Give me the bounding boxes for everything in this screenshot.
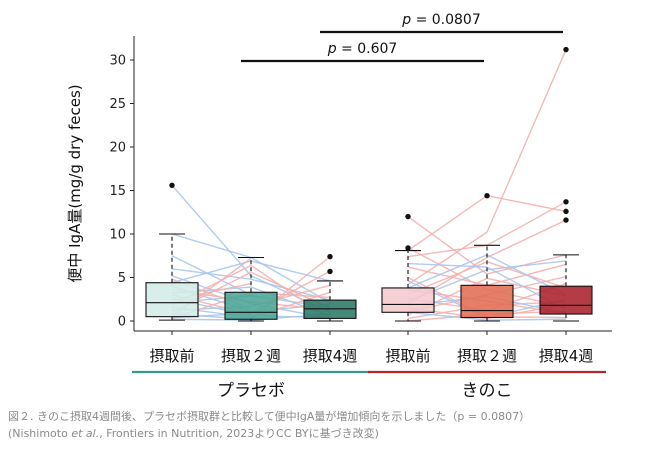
outlier-point: [563, 46, 569, 53]
p-value-label: p = 0.0807: [401, 12, 481, 28]
x-tick-label: 摂取前: [149, 347, 194, 365]
paired-line: [171, 184, 252, 277]
outlier-point: [405, 213, 411, 220]
figure-source: (Nishimoto et al., Frontiers in Nutritio…: [8, 425, 379, 441]
y-tick-label: 20: [109, 141, 126, 156]
paired-line: [171, 268, 252, 280]
paired-line: [171, 233, 252, 259]
x-tick-label: 摂取前: [385, 347, 430, 365]
x-tick-label: 摂取4週: [303, 347, 358, 365]
outlier-point: [327, 253, 333, 260]
boxes: [145, 46, 593, 322]
paired-line: [407, 262, 488, 268]
x-tick-label: 摂取２週: [221, 347, 281, 365]
figure-caption: 図２. きのこ摂取4週間後、プラセボ摂取群と比較して便中IgA量が増加傾向を示し…: [8, 410, 531, 423]
y-tick-label: 10: [109, 228, 126, 243]
paired-line: [250, 256, 331, 304]
y-tick-label: 15: [109, 184, 126, 199]
box-6: [539, 46, 593, 322]
box-body: [145, 282, 199, 318]
x-tick-label: 摂取4週: [539, 347, 594, 365]
box-1: [145, 182, 199, 321]
paired-line: [486, 260, 567, 271]
outlier-point: [327, 268, 333, 275]
group-label: プラセボ: [217, 381, 285, 401]
paired-line: [407, 266, 488, 287]
paired-line: [407, 311, 488, 321]
source-prefix: (Nishimoto: [8, 427, 72, 440]
paired-line: [171, 260, 252, 284]
y-tick-label: 0: [118, 315, 126, 330]
paired-line: [486, 254, 567, 275]
outlier-point: [563, 208, 569, 215]
box-4: [381, 213, 435, 322]
p-value-label: p = 0.607: [327, 41, 398, 57]
paired-line: [407, 195, 488, 252]
paired-line: [407, 231, 488, 286]
box-5: [460, 193, 514, 322]
axes: 0 5 10 15 20 25 30 便中 IgA量(mg/g dry feces): [66, 36, 612, 335]
box-body: [224, 291, 278, 320]
x-tick-label: 摂取２週: [457, 347, 517, 365]
y-tick-label: 5: [118, 271, 126, 286]
outlier-point: [169, 182, 175, 188]
box-3: [303, 253, 357, 322]
box-body: [460, 284, 514, 319]
paired-line: [486, 49, 567, 233]
source-suffix: , Frontiers in Nutrition, 2023よりCC BYに基づ…: [99, 427, 379, 440]
box-body: [381, 287, 435, 313]
paired-line: [486, 201, 567, 246]
y-axis-title: 便中 IgA量(mg/g dry feces): [66, 84, 84, 282]
outlier-point: [563, 217, 569, 223]
paired-line: [171, 318, 252, 321]
outlier-point: [484, 193, 490, 199]
outlier-point: [563, 199, 569, 205]
paired-line: [486, 219, 567, 259]
box-body: [539, 285, 593, 315]
paired-lines: [171, 49, 567, 322]
paired-line: [407, 254, 488, 289]
paired-line: [486, 318, 567, 321]
y-tick-label: 25: [109, 97, 126, 112]
box-2: [224, 256, 278, 322]
outlier-point: [405, 245, 411, 251]
y-tick-label: 30: [109, 54, 126, 69]
source-etal: et al.: [71, 427, 100, 440]
group-label: きのこ: [462, 381, 513, 401]
paired-line: [407, 244, 488, 258]
